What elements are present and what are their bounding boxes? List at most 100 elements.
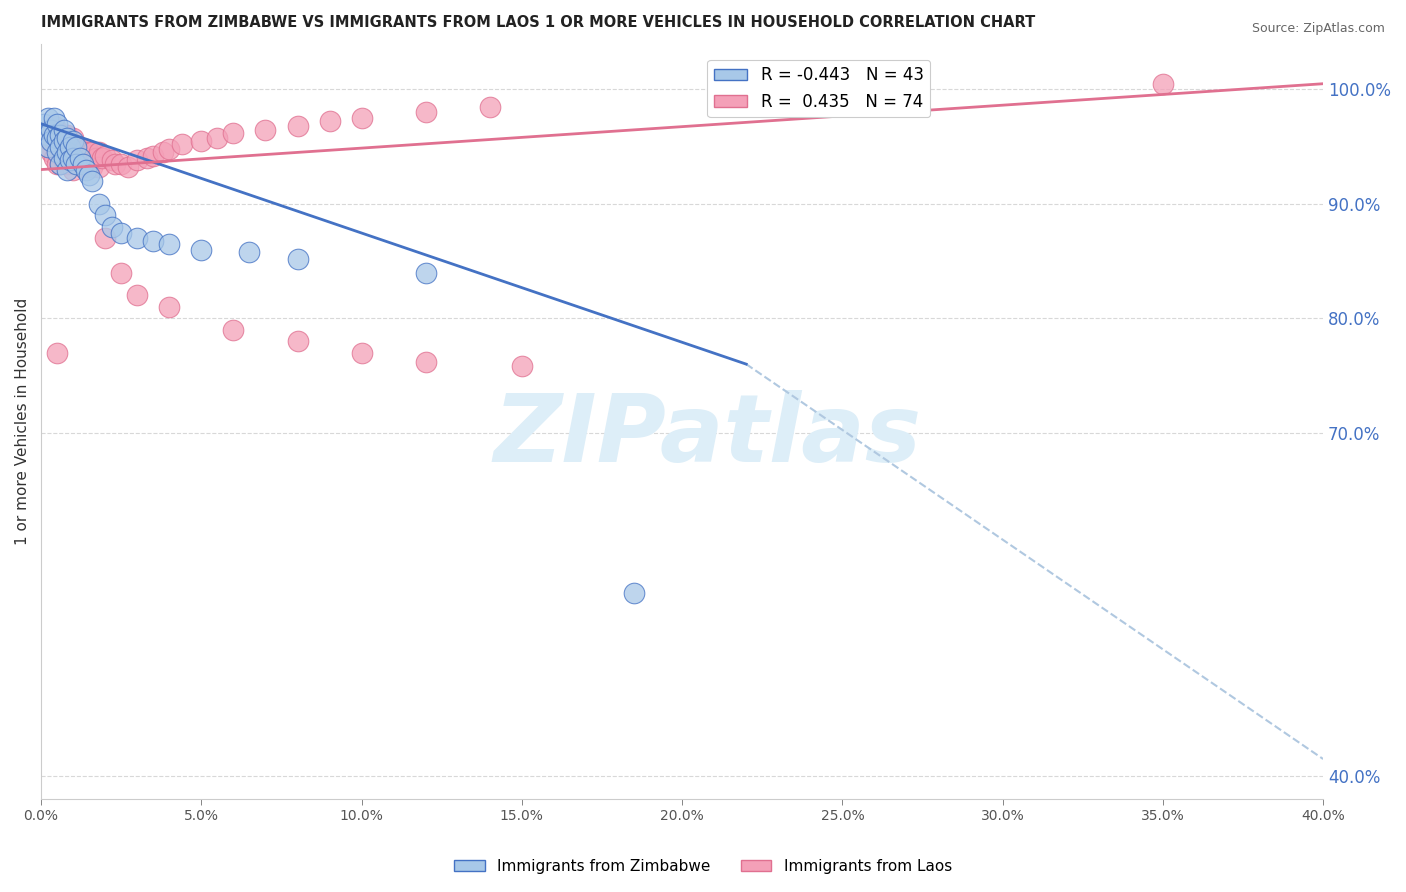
Point	[52, 128, 75, 143]
Point	[69, 151, 91, 165]
Point	[415, 355, 437, 369]
Point	[110, 157, 132, 171]
Point	[110, 226, 132, 240]
Point	[46, 157, 69, 171]
Point	[55, 128, 77, 143]
Y-axis label: 1 or more Vehicles in Household: 1 or more Vehicles in Household	[15, 298, 30, 545]
Point	[39, 122, 62, 136]
Point	[39, 134, 62, 148]
Point	[55, 145, 77, 160]
Point	[87, 145, 110, 160]
Point	[84, 151, 107, 165]
Point	[69, 142, 91, 156]
Point	[65, 139, 87, 153]
Point	[49, 128, 72, 143]
Point	[91, 151, 114, 165]
Point	[415, 105, 437, 120]
Point	[190, 134, 212, 148]
Point	[55, 157, 77, 171]
Point	[172, 137, 194, 152]
Point	[72, 157, 94, 171]
Point	[127, 288, 149, 302]
Point	[42, 111, 65, 125]
Point	[55, 162, 77, 177]
Legend: Immigrants from Zimbabwe, Immigrants from Laos: Immigrants from Zimbabwe, Immigrants fro…	[449, 853, 957, 880]
Point	[52, 151, 75, 165]
Point	[94, 208, 117, 222]
Point	[37, 139, 59, 153]
Point	[87, 197, 110, 211]
Point	[37, 139, 59, 153]
Point	[1152, 77, 1174, 91]
Point	[510, 359, 533, 374]
Point	[287, 334, 309, 349]
Point	[94, 231, 117, 245]
Point	[157, 236, 180, 251]
Point	[287, 252, 309, 266]
Point	[42, 119, 65, 133]
Point	[55, 130, 77, 145]
Point	[65, 157, 87, 171]
Point	[59, 139, 82, 153]
Point	[62, 145, 84, 160]
Point	[46, 130, 69, 145]
Point	[127, 231, 149, 245]
Point	[87, 161, 110, 175]
Point	[152, 145, 174, 160]
Point	[37, 111, 59, 125]
Point	[190, 243, 212, 257]
Point	[142, 234, 165, 248]
Point	[59, 134, 82, 148]
Point	[75, 142, 97, 156]
Point	[318, 114, 340, 128]
Point	[77, 161, 100, 175]
Point	[254, 122, 277, 136]
Point	[350, 111, 373, 125]
Point	[46, 142, 69, 156]
Point	[62, 151, 84, 165]
Point	[77, 145, 100, 160]
Point	[222, 323, 245, 337]
Point	[117, 161, 139, 175]
Point	[157, 300, 180, 314]
Point	[49, 130, 72, 145]
Point	[42, 134, 65, 148]
Point	[55, 142, 77, 156]
Point	[49, 139, 72, 153]
Text: IMMIGRANTS FROM ZIMBABWE VS IMMIGRANTS FROM LAOS 1 OR MORE VEHICLES IN HOUSEHOLD: IMMIGRANTS FROM ZIMBABWE VS IMMIGRANTS F…	[41, 15, 1035, 30]
Point	[46, 145, 69, 160]
Point	[75, 162, 97, 177]
Point	[42, 128, 65, 143]
Point	[157, 142, 180, 156]
Point	[52, 153, 75, 168]
Point	[46, 345, 69, 359]
Point	[110, 266, 132, 280]
Point	[65, 139, 87, 153]
Point	[350, 345, 373, 359]
Point	[37, 128, 59, 143]
Point	[82, 145, 104, 160]
Point	[287, 119, 309, 133]
Point	[207, 130, 229, 145]
Point	[100, 153, 122, 168]
Point	[52, 122, 75, 136]
Point	[49, 157, 72, 171]
Point	[59, 153, 82, 168]
Point	[37, 122, 59, 136]
Text: ZIPatlas: ZIPatlas	[494, 391, 922, 483]
Point	[59, 151, 82, 165]
Point	[75, 157, 97, 171]
Point	[42, 151, 65, 165]
Point	[39, 130, 62, 145]
Point	[72, 145, 94, 160]
Point	[100, 219, 122, 234]
Point	[623, 586, 645, 600]
Point	[72, 161, 94, 175]
Point	[127, 153, 149, 168]
Point	[65, 153, 87, 168]
Point	[142, 149, 165, 163]
Point	[415, 266, 437, 280]
Point	[238, 244, 260, 259]
Point	[39, 145, 62, 160]
Point	[39, 122, 62, 136]
